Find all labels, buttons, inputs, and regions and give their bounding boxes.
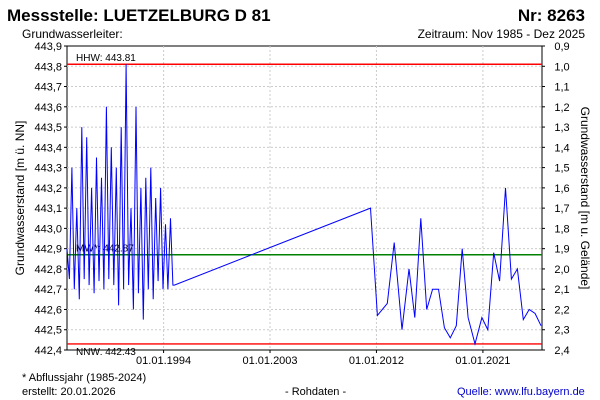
plot-area — [66, 45, 543, 351]
x-tick-label: 01.01.2003 — [242, 355, 297, 367]
y-tick-label: 443,0 — [34, 223, 62, 235]
y-axis-right: 0,9 1,0 1,1 1,2 1,3 1,4 1,5 1,6 1,7 1,8 1,9 2,0 2,1 2… — [542, 41, 570, 357]
y-right-tick-label: 1,8 — [554, 223, 569, 235]
y-axis-left: 442,4 442,5 442,6 442,7 442,8 442,9 443,0 443,1… — [34, 41, 67, 357]
y-right-tick-label: 1,7 — [554, 203, 569, 215]
footnote: * Abflussjahr (1985-2024) — [22, 372, 147, 384]
y-tick-label: 442,4 — [34, 345, 62, 357]
y-tick-label: 443,6 — [34, 102, 62, 114]
aquifer-label: Grundwasserleiter: — [22, 27, 123, 41]
y-tick-label: 442,8 — [34, 264, 62, 276]
created-date: erstellt: 20.01.2026 — [22, 386, 116, 398]
y-tick-label: 442,7 — [34, 284, 62, 296]
y-right-tick-label: 1,3 — [554, 122, 569, 134]
source-link[interactable]: www.lfu.bayern.de — [494, 386, 585, 398]
grid — [67, 46, 542, 350]
y-axis-label: Grundwasserstand [m ü. NN] — [13, 121, 27, 276]
y-tick-label: 443,3 — [34, 163, 62, 175]
y-right-tick-label: 1,5 — [554, 163, 569, 175]
y-right-tick-label: 1,6 — [554, 183, 569, 195]
y-right-tick-label: 2,3 — [554, 325, 569, 337]
y-tick-label: 443,7 — [34, 82, 62, 94]
reference-label: HHW: 443.81 — [76, 53, 136, 64]
y-right-tick-label: 1,9 — [554, 244, 569, 256]
y-right-tick-label: 2,2 — [554, 304, 569, 316]
y-tick-label: 443,2 — [34, 183, 62, 195]
y-axis-label-right: Grundwasserstand [m u. Gelände] — [578, 107, 592, 290]
y-right-tick-label: 1,2 — [554, 102, 569, 114]
y-tick-label: 443,4 — [34, 142, 62, 154]
reference-label: MW*: 442.87 — [76, 244, 134, 255]
y-right-tick-label: 0,9 — [554, 41, 569, 53]
y-tick-label: 442,9 — [34, 244, 62, 256]
raw-data-label: - Rohdaten - — [285, 386, 347, 398]
source: Quelle: www.lfu.bayern.de — [457, 386, 585, 398]
y-right-tick-label: 2,4 — [554, 345, 569, 357]
y-tick-label: 443,5 — [34, 122, 62, 134]
y-tick-label: 442,6 — [34, 304, 62, 316]
reference-label: NNW: 442.43 — [76, 347, 136, 358]
y-right-tick-label: 1,1 — [554, 82, 569, 94]
period-label: Zeitraum: Nov 1985 - Dez 2025 — [417, 27, 585, 41]
y-right-tick-label: 2,0 — [554, 264, 569, 276]
y-tick-label: 443,1 — [34, 203, 62, 215]
y-tick-label: 443,8 — [34, 61, 62, 73]
y-right-tick-label: 1,4 — [554, 142, 569, 154]
axis-titles: Grundwasserstand [m ü. NN] Grundwassersta… — [13, 107, 592, 290]
x-axis: 01.01.1994 01.01.2003 01.01.2012 01.01.2021 — [136, 350, 510, 367]
y-right-tick-label: 1,0 — [554, 61, 569, 73]
chart-title: Messstelle: LUETZELBURG D 81 — [7, 6, 271, 25]
x-tick-label: 01.01.2021 — [455, 355, 510, 367]
x-tick-label: 01.01.1994 — [136, 355, 191, 367]
station-number: Nr: 8263 — [517, 6, 585, 25]
y-tick-label: 443,9 — [34, 41, 62, 53]
source-label: Quelle: — [457, 386, 492, 398]
reference-lines: HHW: 443.81 MW*: 442.87 NNW: 442.43 — [67, 53, 542, 358]
y-right-tick-label: 2,1 — [554, 284, 569, 296]
series-line — [66, 64, 542, 346]
y-tick-label: 442,5 — [34, 325, 62, 337]
x-tick-label: 01.01.2012 — [349, 355, 404, 367]
